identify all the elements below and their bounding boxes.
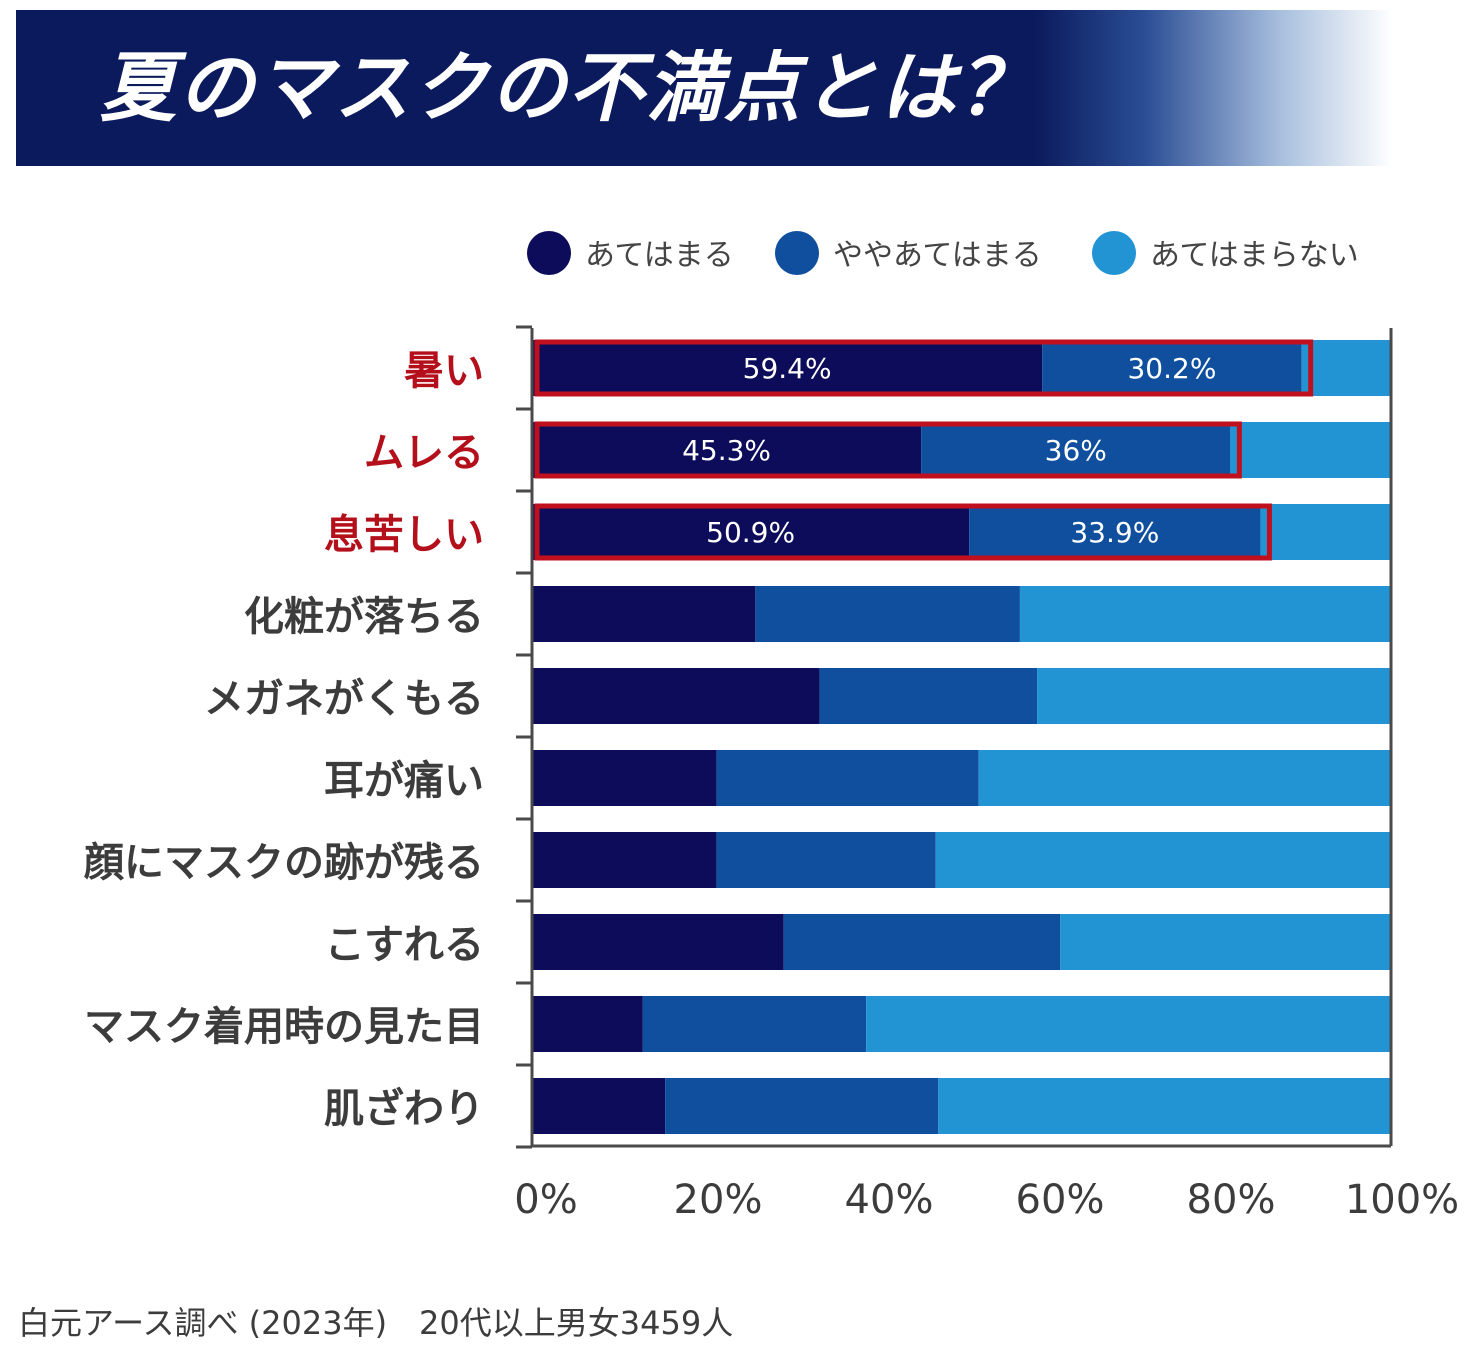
bar-segment [866,996,1391,1052]
bar-segment [532,750,717,806]
bar-segment [1230,422,1391,478]
bar-segment [935,832,1391,888]
bars: 59.4% 30.2% 45.3% 36% 50.9% 33.9% [532,339,1391,1134]
category-label: マスク着用時の見た目 [84,1004,484,1050]
axes [516,325,1393,1149]
legend-label-3: あてはまらない [1150,238,1359,273]
bar-segment [969,504,1261,560]
bar-segment [532,340,1043,396]
bar-segment [1019,586,1391,642]
data-label: 59.4% [743,352,832,385]
legend-label-2: ややあてはまる [833,238,1042,273]
bar-segment [532,996,643,1052]
bar-segment [1260,504,1391,560]
data-label: 33.9% [1070,516,1159,549]
category-label: 化粧が落ちる [244,594,484,640]
bar-segment [532,832,717,888]
bar-segment [665,1078,939,1134]
bar-segment [819,668,1038,724]
category-label: 耳が痛い [324,758,484,804]
data-label: 45.3% [682,434,771,467]
bar-segment [921,422,1231,478]
bar-segment [755,586,1020,642]
bar-segment [1037,668,1391,724]
title-banner: 夏のマスクの不満点とは？ [16,10,1392,166]
category-label: 肌ざわり [324,1086,484,1132]
legend-marker-3 [1092,231,1136,275]
x-tick-label: 80% [1187,1177,1276,1223]
x-tick-label: 20% [674,1177,763,1223]
bar-segment [532,422,922,478]
legend-marker-2 [775,231,819,275]
bar-segment [716,832,936,888]
x-tick-label: 0% [514,1177,577,1223]
data-label: 30.2% [1127,352,1216,385]
bar-segment [1060,914,1391,970]
source-note: 白元アース調べ (2023年) 20代以上男女3459人 [18,1304,734,1342]
highlight-box [534,421,1242,479]
category-label: 顔にマスクの跡が残る [84,840,484,886]
x-tick-labels: 0% 20% 40% 60% 80% 100% [514,1177,1459,1223]
bar-segment [532,914,784,970]
bar-segment [1301,340,1391,396]
bar-segment [1042,340,1302,396]
bar-segment [532,504,970,560]
category-label: 息苦しい [324,512,484,558]
data-label: 50.9% [706,516,795,549]
bar-segment [978,750,1391,806]
bar-segment [938,1078,1391,1134]
category-label: 暑い [404,348,484,394]
bar-segment [532,1078,666,1134]
category-label: こすれる [325,922,484,968]
legend-label-1: あてはまる [585,238,734,273]
x-tick-label: 100% [1345,1177,1459,1223]
legend-marker-1 [527,231,571,275]
category-labels: 暑いムレる息苦しい化粧が落ちるメガネがくもる耳が痛い顔にマスクの跡が残るこすれる… [84,347,485,1132]
category-label: メガネがくもる [204,676,484,722]
bar-segment [783,914,1061,970]
legend: あてはまる ややあてはまる あてはまらない [527,231,1359,275]
bar-segment [532,668,820,724]
data-label: 36% [1045,434,1107,467]
category-label: ムレる [364,430,484,476]
bar-segment [642,996,867,1052]
highlight-box [534,339,1314,397]
highlight-box [534,503,1272,561]
x-tick-label: 40% [845,1177,934,1223]
bar-segment [716,750,979,806]
chart-title: 夏のマスクの不満点とは？ [100,43,1036,132]
bar-segment [532,586,756,642]
x-tick-label: 60% [1016,1177,1105,1223]
